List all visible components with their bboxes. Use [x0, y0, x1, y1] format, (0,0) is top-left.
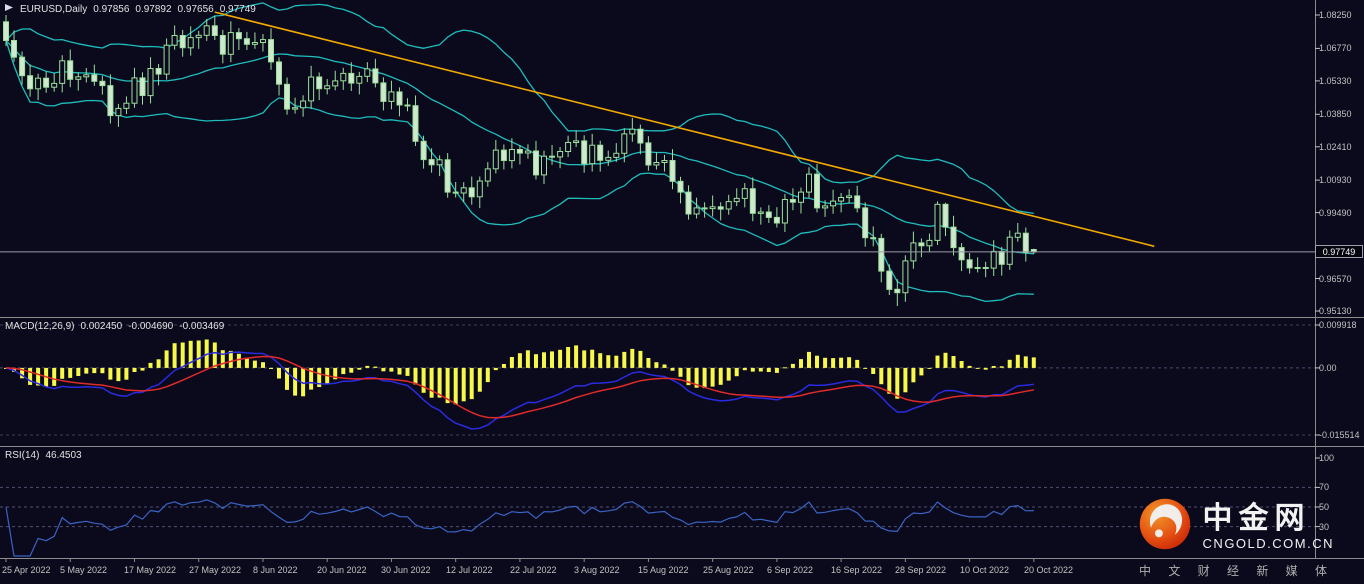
time-axis-label: 3 Aug 2022 — [574, 565, 620, 575]
watermark-tagline: 中 文 财 经 新 媒 体 — [1138, 564, 1334, 578]
ohlc-close: 0.97749 — [219, 3, 256, 15]
price-axis-label: 0.95130 — [1319, 306, 1352, 316]
watermark-domain: CNGOLD.COM.CN — [1202, 535, 1334, 551]
macd-value-histogram: 0.002450 — [80, 321, 123, 332]
time-axis-label: 12 Jul 2022 — [446, 565, 493, 575]
price-axis-label: 1.03850 — [1319, 109, 1352, 119]
time-axis-label: 27 May 2022 — [189, 565, 242, 575]
macd-title: MACD(12,26,9) — [5, 321, 75, 332]
rsi-header: RSI(14) 46.4503 — [5, 450, 82, 461]
current-price-value: 0.97749 — [1322, 247, 1356, 257]
current-price-tag: 0.97749 — [1315, 245, 1363, 258]
price-axis-label: 1.00930 — [1319, 175, 1352, 185]
watermark-brand: 中金网 — [1202, 501, 1311, 535]
ohlc-low: 0.97656 — [177, 3, 214, 15]
macd-value-signal: -0.003469 — [179, 321, 225, 332]
time-axis-label: 20 Jun 2022 — [317, 565, 367, 575]
ohlc-high: 0.97892 — [135, 3, 172, 15]
macd-axis-label: 0.009918 — [1319, 320, 1357, 330]
macd-axis-label: -0.015514 — [1319, 430, 1360, 440]
symbol-arrow-icon — [5, 3, 14, 15]
watermark: 中金网 CNGOLD.COM.CN 中 文 财 经 新 媒 体 — [1137, 496, 1334, 579]
time-axis-label: 30 Jun 2022 — [381, 565, 431, 575]
cngold-logo-icon — [1137, 496, 1193, 557]
price-axis-label: 1.06770 — [1319, 43, 1352, 53]
rsi-axis-label: 30 — [1319, 522, 1330, 532]
chart-header: EURUSD,Daily 0.97856 0.97892 0.97656 0.9… — [5, 3, 256, 15]
macd-value-main: -0.004690 — [128, 321, 174, 332]
price-axis-label: 0.99490 — [1319, 208, 1352, 218]
time-axis-label: 28 Sep 2022 — [895, 565, 947, 575]
ohlc-open: 0.97856 — [93, 3, 130, 15]
time-axis-label: 20 Oct 2022 — [1024, 565, 1074, 575]
rsi-axis-label: 50 — [1319, 502, 1330, 512]
price-axis-label: 1.02410 — [1319, 142, 1352, 152]
time-axis-label: 25 Aug 2022 — [703, 565, 754, 575]
time-axis-label: 6 Sep 2022 — [767, 565, 814, 575]
macd-axis-label: 0.00 — [1319, 363, 1337, 373]
price-axis-label: 1.08250 — [1319, 10, 1352, 20]
time-axis-label: 25 Apr 2022 — [2, 565, 51, 575]
symbol-timeframe-label: EURUSD,Daily — [20, 3, 88, 15]
rsi-value: 46.4503 — [45, 450, 82, 461]
rsi-axis-label: 70 — [1319, 482, 1330, 492]
time-axis-label: 5 May 2022 — [60, 565, 108, 575]
time-axis-label: 22 Jul 2022 — [510, 565, 557, 575]
time-axis-label: 10 Oct 2022 — [960, 565, 1010, 575]
rsi-axis-label: 100 — [1319, 453, 1335, 463]
time-axis-label: 16 Sep 2022 — [831, 565, 883, 575]
macd-header: MACD(12,26,9) 0.002450 -0.004690 -0.0034… — [5, 321, 224, 332]
time-axis-label: 15 Aug 2022 — [638, 565, 689, 575]
rsi-title: RSI(14) — [5, 450, 40, 461]
time-axis-label: 17 May 2022 — [124, 565, 177, 575]
price-axis-label: 0.96570 — [1319, 274, 1352, 284]
time-axis-label: 8 Jun 2022 — [253, 565, 298, 575]
price-axis-label: 1.05330 — [1319, 76, 1352, 86]
